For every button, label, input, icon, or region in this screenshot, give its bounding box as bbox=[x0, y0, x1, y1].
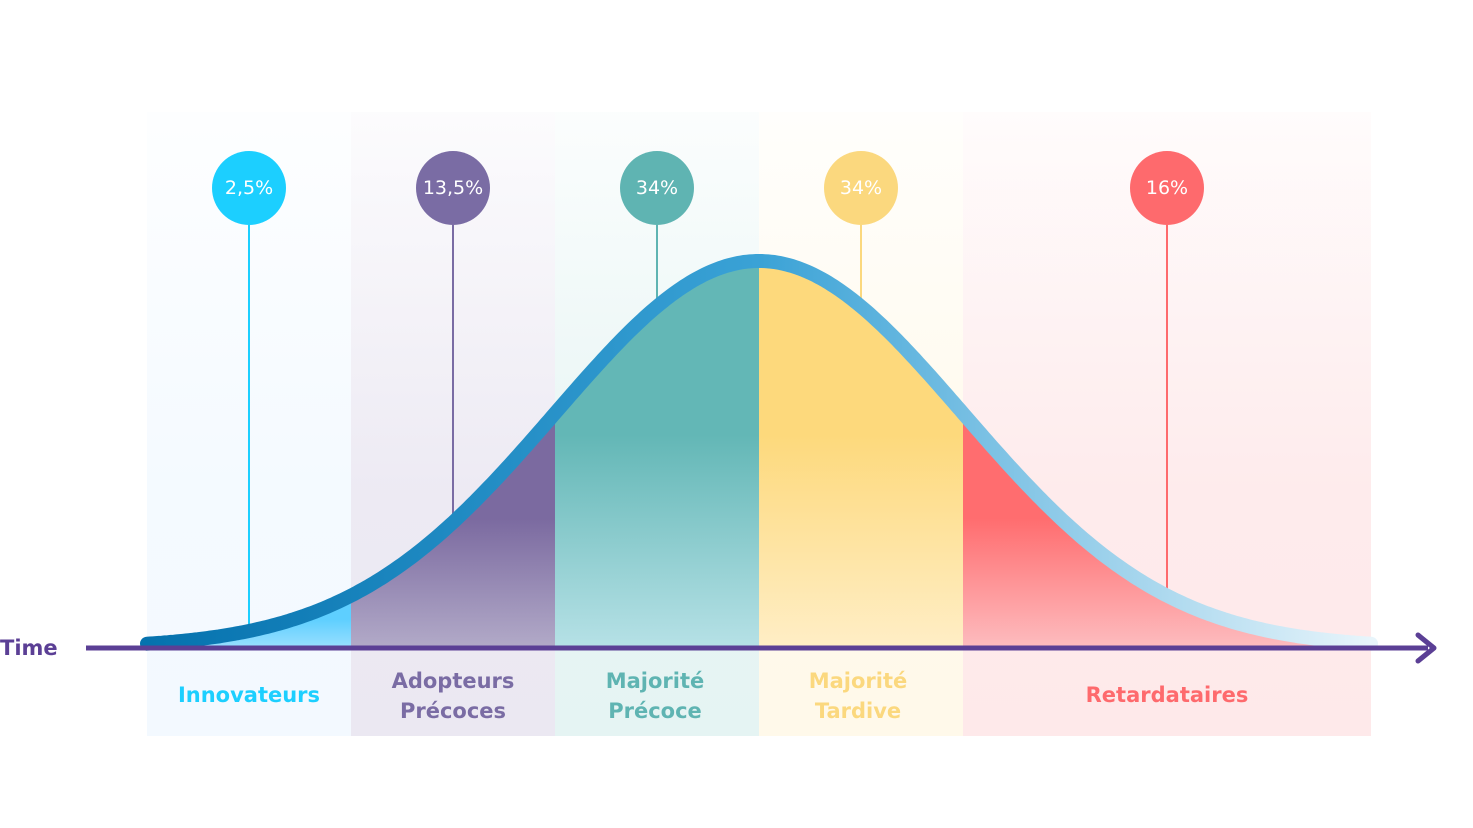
segment-label-line: Majorité bbox=[606, 669, 705, 693]
bubble-circle bbox=[416, 151, 490, 225]
segment-label-line: Précoce bbox=[608, 699, 702, 723]
percent-label: 34% bbox=[636, 177, 678, 199]
bell-curve bbox=[140, 254, 1378, 651]
bubble-majorite-precoce: 34% bbox=[620, 151, 694, 225]
segment-label-adopteurs-precoces: Adopteurs Précoces bbox=[392, 669, 515, 723]
area-innovateurs bbox=[147, 595, 351, 648]
bubble-retardataires: 16% bbox=[1130, 151, 1204, 225]
percent-label: 13,5% bbox=[423, 177, 483, 199]
segment-label-line: Retardataires bbox=[1086, 683, 1249, 707]
segment-label-line: Précoces bbox=[400, 699, 506, 723]
axis-arrowhead bbox=[1415, 632, 1437, 664]
bubble-innovateurs: 2,5% bbox=[212, 151, 286, 225]
bubble-circle bbox=[824, 151, 898, 225]
segment-labels: Innovateurs Adopteurs Précoces Majorité Préc… bbox=[178, 669, 1248, 723]
percent-label: 16% bbox=[1146, 177, 1188, 199]
segment-label-majorite-tardive: Majorité Tardive bbox=[809, 669, 908, 723]
bubble-circle bbox=[620, 151, 694, 225]
segment-label-line: Majorité bbox=[809, 669, 908, 693]
percent-label: 2,5% bbox=[225, 177, 273, 199]
bubble-circle bbox=[1130, 151, 1204, 225]
axis-label: Time bbox=[0, 636, 58, 660]
segment-label-line: Innovateurs bbox=[178, 683, 320, 707]
time-axis: Time bbox=[0, 632, 1437, 664]
bubble-circle bbox=[212, 151, 286, 225]
segment-label-majorite-precoce: Majorité Précoce bbox=[606, 669, 705, 723]
bubble-adopteurs-precoces: 13,5% bbox=[416, 151, 490, 225]
percent-bubbles: 2,5% 13,5% 34% 34% 16% bbox=[212, 151, 1204, 225]
segment-label-line: Adopteurs bbox=[392, 669, 515, 693]
segment-label-line: Tardive bbox=[815, 699, 901, 723]
bubble-majorite-tardive: 34% bbox=[824, 151, 898, 225]
percent-label: 34% bbox=[840, 177, 882, 199]
segment-label-retardataires: Retardataires bbox=[1086, 683, 1249, 707]
bubble-stems bbox=[248, 225, 1168, 625]
area-retardataires bbox=[963, 413, 1371, 648]
segment-label-innovateurs: Innovateurs bbox=[178, 683, 320, 707]
